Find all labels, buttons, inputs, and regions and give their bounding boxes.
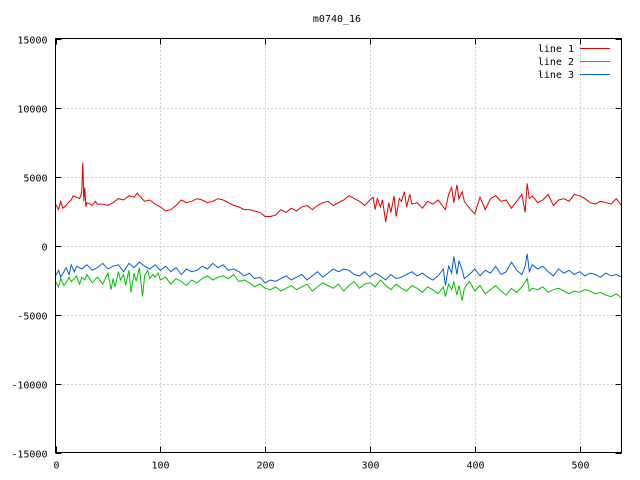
legend-label-3: line 3 xyxy=(538,70,574,81)
y-tick-label: -5000 xyxy=(17,312,47,323)
y-tick-label: 15000 xyxy=(17,36,47,47)
x-tick-label: 400 xyxy=(466,461,484,472)
plot-series xyxy=(55,162,622,301)
y-tick-label: 5000 xyxy=(23,174,47,185)
plot-frame xyxy=(55,38,622,453)
series-line-3 xyxy=(55,253,622,286)
x-tick-label: 200 xyxy=(256,461,274,472)
x-tick-label: 500 xyxy=(571,461,589,472)
legend: line 1 line 2 line 3 xyxy=(538,44,610,81)
chart-title: m0740_16 xyxy=(313,14,361,25)
legend-label-2: line 2 xyxy=(538,57,574,68)
series-line-2 xyxy=(55,267,622,301)
y-tick-label: 10000 xyxy=(17,105,47,116)
y-tick-label: -15000 xyxy=(11,450,47,461)
y-tick-label: -10000 xyxy=(11,381,47,392)
series-line-1 xyxy=(55,162,622,223)
axes: 0 100 200 300 400 500 -15000 -10000 -5000 0 5000 10… xyxy=(11,36,622,472)
y-tick-label: 0 xyxy=(41,243,47,254)
grid xyxy=(55,38,622,453)
x-tick-label: 300 xyxy=(361,461,379,472)
legend-label-1: line 1 xyxy=(538,44,574,55)
x-tick-label: 0 xyxy=(53,461,59,472)
x-tick-label: 100 xyxy=(151,461,169,472)
